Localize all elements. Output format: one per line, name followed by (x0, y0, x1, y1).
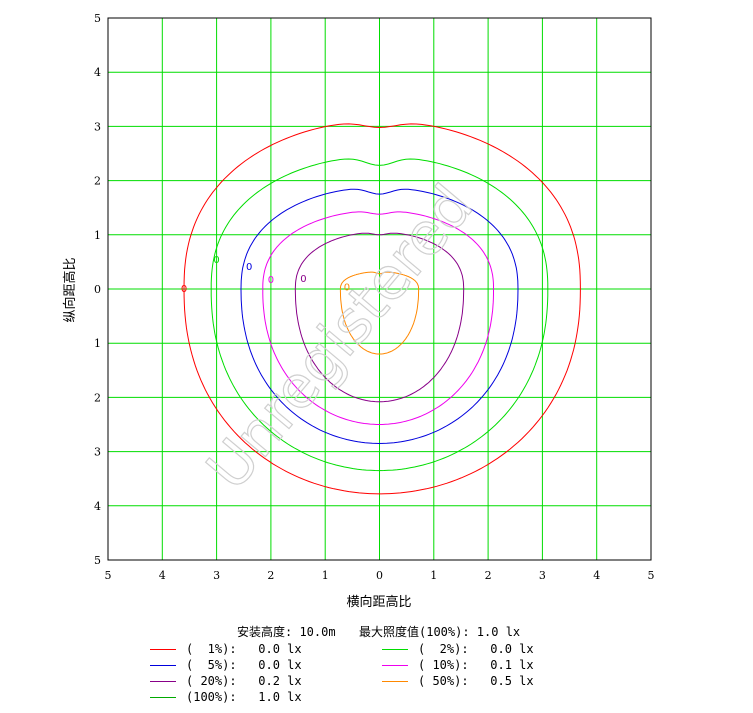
x-tick-label: 2 (485, 569, 492, 582)
y-tick-label: 3 (94, 446, 101, 459)
y-axis-title: 纵向距高比 (62, 257, 78, 322)
watermark: Unregistered (193, 172, 486, 502)
contour-label: 0 (181, 284, 187, 295)
y-tick-label: 3 (94, 120, 101, 133)
x-tick-label: 0 (376, 569, 383, 582)
contour-line (294, 232, 465, 403)
y-tick-label: 2 (94, 391, 101, 404)
y-tick-label: 0 (94, 283, 101, 296)
contours (183, 123, 581, 495)
contour-label: 0 (268, 275, 274, 286)
x-tick-label: 3 (539, 569, 546, 582)
contour-label: 0 (246, 262, 252, 273)
header-max-illuminance: 最大照度值(100%): 1.0 lx (359, 625, 521, 639)
contour-line (240, 188, 519, 445)
y-tick-labels: 5 4 3 2 1 0 1 2 3 4 5 (94, 12, 101, 567)
x-tick-label: 5 (105, 569, 112, 582)
y-tick-label: 1 (94, 229, 101, 242)
legend-label: ( 10%): 0.1 lx (418, 658, 534, 672)
contour-label: 0 (213, 255, 219, 266)
contour-line (262, 211, 494, 425)
contour-labels: 0 0 0 0 0 0 (181, 255, 350, 295)
legend-label: ( 1%): 0.0 lx (186, 642, 302, 656)
y-tick-label: 1 (94, 337, 101, 350)
legend-swatch (382, 665, 408, 666)
legend-label: (100%): 1.0 lx (186, 690, 302, 704)
x-tick-label: 4 (593, 569, 600, 582)
contour-line (183, 123, 581, 495)
contour-line (210, 158, 549, 472)
contour-line (339, 271, 420, 355)
legend-swatch (382, 681, 408, 682)
contour-label: 0 (344, 282, 350, 293)
x-tick-label: 2 (267, 569, 274, 582)
x-tick-labels: 5 4 3 2 1 0 1 2 3 4 5 (105, 569, 655, 582)
legend-swatch (382, 649, 408, 650)
legend-swatch (150, 681, 176, 682)
x-tick-label: 4 (159, 569, 166, 582)
legend-label: ( 20%): 0.2 lx (186, 674, 302, 688)
legend-swatch (150, 649, 176, 650)
isolux-chart: 0 0 0 0 0 0 5 4 3 2 1 0 1 2 3 4 5 5 4 3 2 1 0 1 2 3 4 5 横向距高比 纵向距… (62, 12, 655, 610)
legend-label: ( 2%): 0.0 lx (418, 642, 534, 656)
x-axis-title: 横向距高比 (346, 594, 411, 610)
y-tick-label: 5 (94, 12, 101, 25)
legend-label: ( 5%): 0.0 lx (186, 658, 302, 672)
y-tick-label: 5 (94, 554, 101, 567)
y-tick-label: 4 (94, 500, 101, 513)
legend-label: ( 50%): 0.5 lx (418, 674, 534, 688)
y-tick-label: 4 (94, 66, 101, 79)
contour-label: 0 (300, 274, 306, 285)
header-mount-height: 安装高度: 10.0m (237, 625, 336, 639)
legend-swatch (150, 697, 176, 698)
x-tick-label: 1 (430, 569, 437, 582)
legend-swatch (150, 665, 176, 666)
x-tick-label: 1 (322, 569, 329, 582)
x-tick-label: 3 (213, 569, 220, 582)
plot-frame (107, 17, 652, 561)
y-tick-label: 2 (94, 175, 101, 188)
x-tick-label: 5 (648, 569, 655, 582)
